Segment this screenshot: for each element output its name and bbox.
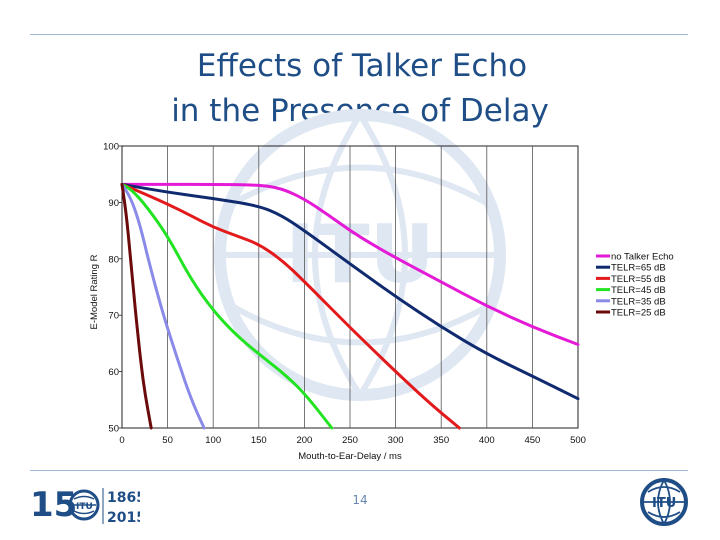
logo-itu-text: ITU: [652, 496, 676, 511]
bottom-rule: [30, 470, 688, 471]
legend-label-5: TELR=25 dB: [611, 308, 666, 319]
x-tick-label: 350: [433, 435, 449, 446]
x-tick-label: 150: [251, 435, 267, 446]
x-tick-label: 500: [570, 435, 586, 446]
series-line-0: [120, 182, 580, 346]
logo-year-start: 1865: [107, 490, 140, 506]
y-axis-label: E-Model Rating R: [89, 254, 100, 329]
series-line-2: [120, 182, 461, 430]
y-tick-label: 90: [108, 198, 119, 209]
series-line-5: [120, 182, 153, 430]
x-tick-label: 0: [119, 435, 124, 446]
x-axis-label: Mouth-to-Ear-Delay / ms: [298, 451, 402, 462]
top-rule: [30, 34, 688, 35]
x-tick-label: 400: [479, 435, 495, 446]
series-line-1: [120, 182, 580, 401]
x-tick-label: 300: [388, 435, 404, 446]
x-tick-label: 50: [162, 435, 173, 446]
series-line-3: [120, 182, 334, 430]
slide-title-line-1: Effects of Talker Echo: [196, 48, 528, 84]
logo-year-end: 2015: [107, 510, 140, 526]
x-tick-label: 100: [205, 435, 221, 446]
legend-label-3: TELR=45 dB: [611, 285, 666, 296]
globe-icon: [68, 489, 100, 521]
itu-150-anniversary-logo: 15 ITU 1865 2015: [30, 485, 140, 526]
legend-label-0: no Talker Echo: [611, 252, 674, 263]
x-tick-label: 450: [524, 435, 540, 446]
x-tick-label: 200: [296, 435, 312, 446]
x-tick-label: 250: [342, 435, 358, 446]
y-tick-label: 100: [103, 142, 119, 153]
itu-globe-logo: ITU: [640, 478, 688, 526]
legend-label-2: TELR=55 dB: [611, 274, 666, 285]
logo-itu-text: ITU: [76, 502, 93, 512]
page-number: 14: [352, 493, 368, 507]
series-line-4: [120, 182, 206, 430]
legend-label-4: TELR=35 dB: [611, 296, 666, 307]
y-tick-label: 50: [108, 424, 119, 435]
y-tick-label: 80: [108, 254, 119, 265]
watermark-globe-meridians: [222, 113, 498, 397]
y-tick-label: 60: [108, 367, 119, 378]
legend-label-1: TELR=65 dB: [611, 263, 666, 274]
y-tick-label: 70: [108, 311, 119, 322]
